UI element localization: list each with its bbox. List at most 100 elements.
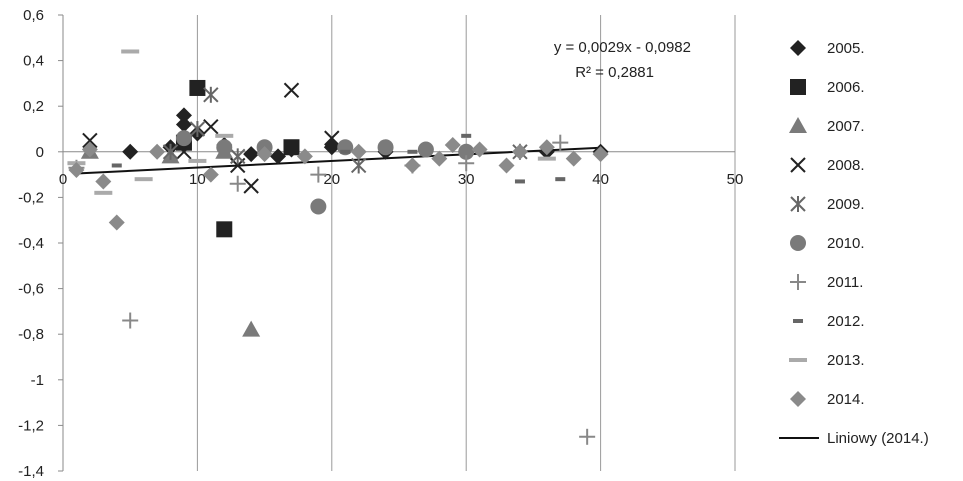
data-points xyxy=(67,49,609,445)
legend-label: 2012. xyxy=(827,313,865,330)
legend-item: 2010. xyxy=(790,235,865,252)
y-tick-label: -1,4 xyxy=(18,463,44,480)
legend-marker xyxy=(790,274,806,290)
x-tick-label: 40 xyxy=(592,171,609,188)
legend-item: 2006. xyxy=(790,79,865,96)
x-tick-label: 30 xyxy=(458,171,475,188)
legend-marker xyxy=(790,391,806,407)
legend-label: 2006. xyxy=(827,79,865,96)
x-tick-label: 20 xyxy=(323,171,340,188)
legend-label: 2010. xyxy=(827,235,865,252)
legend-label: 2007. xyxy=(827,118,865,135)
legend-marker xyxy=(789,117,807,133)
data-point xyxy=(203,119,219,135)
data-point xyxy=(592,146,609,163)
legend-marker xyxy=(790,196,806,212)
series-1 xyxy=(122,107,609,165)
legend: 2005. 2006. 2007. 2008. 2009. 2010. 2011. 2012.… xyxy=(779,40,929,447)
legend-marker xyxy=(790,40,806,56)
data-point xyxy=(407,149,418,154)
data-point xyxy=(230,148,246,165)
legend-marker xyxy=(790,235,806,251)
data-point xyxy=(121,49,140,54)
legend-item: 2008. xyxy=(790,157,865,174)
data-point xyxy=(189,79,206,96)
legend-label: 2013. xyxy=(827,352,865,369)
legend-item: 2012. xyxy=(793,313,865,330)
data-point xyxy=(216,221,233,238)
y-tick-label: 0 xyxy=(36,144,44,161)
data-point xyxy=(296,148,313,165)
data-point xyxy=(111,163,122,168)
data-point xyxy=(202,166,219,183)
legend-label: 2008. xyxy=(827,157,865,174)
data-point xyxy=(283,139,300,156)
data-point xyxy=(552,134,569,151)
legend-label: 2011. xyxy=(827,274,863,291)
gridlines xyxy=(62,15,736,471)
data-point xyxy=(471,141,488,158)
data-point xyxy=(565,150,582,167)
data-point xyxy=(243,178,259,194)
data-point xyxy=(122,312,139,329)
y-tick-label: 0,4 xyxy=(23,53,44,70)
data-point xyxy=(229,175,246,192)
data-point xyxy=(122,143,139,160)
y-tick-label: -0,8 xyxy=(18,326,44,343)
legend-item-trendline: Liniowy (2014.) xyxy=(779,430,929,447)
data-point xyxy=(134,177,153,182)
series-9 xyxy=(67,49,556,195)
data-point xyxy=(324,130,340,146)
data-point xyxy=(203,86,219,103)
data-point xyxy=(579,428,596,445)
data-point xyxy=(68,162,85,179)
data-point xyxy=(283,82,300,98)
data-point xyxy=(82,132,98,149)
axes xyxy=(58,14,735,472)
legend-item: 2007. xyxy=(789,117,865,135)
trendline-equation: y = 0,0029x - 0,0982 R² = 0,2881 xyxy=(554,39,691,81)
data-point xyxy=(444,136,461,153)
x-tick-label: 0 xyxy=(59,171,67,188)
legend-item: 2005. xyxy=(790,40,865,57)
data-point xyxy=(188,158,207,163)
data-point xyxy=(350,157,367,174)
legend-label: 2005. xyxy=(827,40,865,57)
data-point xyxy=(417,141,434,158)
data-point xyxy=(189,121,206,137)
trendline-r-squared-text: R² = 0,2881 xyxy=(575,64,654,81)
data-point xyxy=(94,190,113,195)
data-point xyxy=(176,144,192,160)
data-point xyxy=(95,173,112,190)
legend-marker xyxy=(790,157,806,173)
y-tick-label: 0,6 xyxy=(23,7,44,24)
data-point xyxy=(377,139,394,156)
data-point xyxy=(538,139,555,156)
y-tick-label: -1 xyxy=(31,372,44,389)
legend-item: 2013. xyxy=(789,352,865,369)
data-point xyxy=(256,146,273,163)
series-10 xyxy=(68,136,609,231)
legend-label: 2009. xyxy=(827,196,865,213)
data-point xyxy=(108,214,125,231)
y-tick-label: 0,2 xyxy=(23,98,44,115)
y-tick-label: -0,2 xyxy=(18,189,44,206)
y-tick-label: -0,4 xyxy=(18,235,44,252)
data-point xyxy=(149,143,166,160)
legend-marker xyxy=(790,79,806,95)
data-point xyxy=(175,107,192,124)
legend-marker xyxy=(793,319,803,323)
data-point xyxy=(175,130,192,147)
legend-marker xyxy=(789,358,807,362)
y-tick-label: -0,6 xyxy=(18,281,44,298)
data-point xyxy=(242,320,261,337)
legend-item: 2009. xyxy=(790,196,865,213)
legend-label: 2014. xyxy=(827,391,865,408)
trendline-equation-text: y = 0,0029x - 0,0982 xyxy=(554,39,691,56)
data-point xyxy=(555,177,566,182)
data-point xyxy=(350,143,367,160)
legend-item: 2011. xyxy=(790,274,863,291)
x-tick-label: 10 xyxy=(189,171,206,188)
data-point xyxy=(431,150,448,167)
